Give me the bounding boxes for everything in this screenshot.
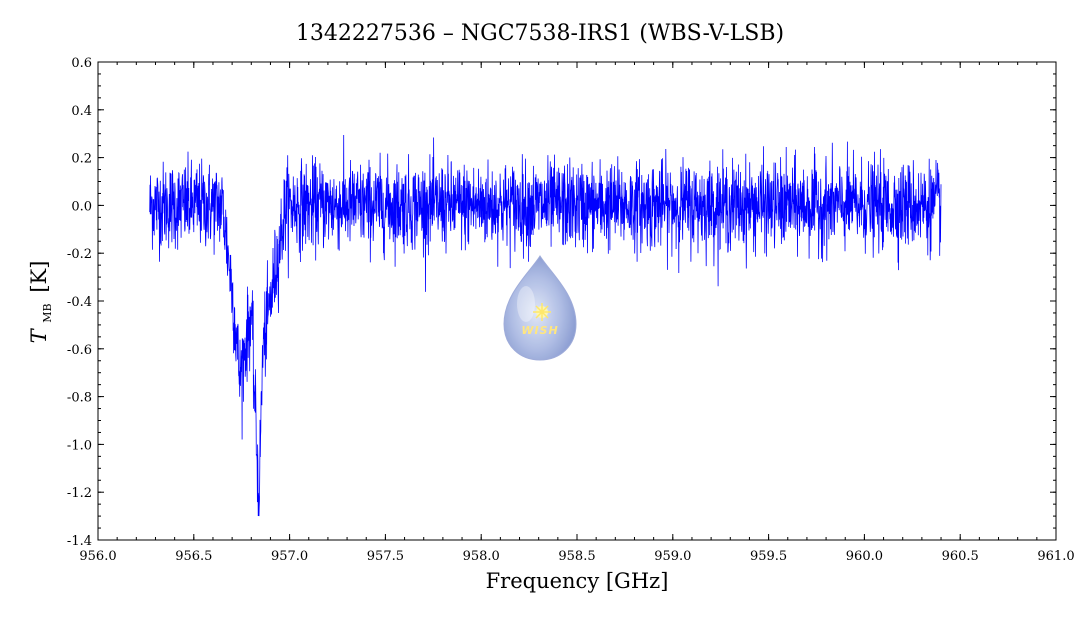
svg-text:T MB [K]: T MB [K] [27, 261, 56, 344]
y-tick-label: 0.6 [71, 56, 92, 71]
plot-frame [97, 61, 1057, 541]
x-tick-label: 957.0 [271, 549, 308, 564]
x-tick-label: 956.5 [175, 549, 212, 564]
x-tick-label: 960.5 [942, 549, 979, 564]
x-axis-label: Frequency [GHz] [486, 569, 669, 593]
y-tick-label: -0.8 [67, 391, 92, 406]
spectrum-series-line [149, 134, 942, 517]
y-tick-label: -0.2 [67, 247, 92, 262]
x-tick-label: 956.0 [79, 549, 116, 564]
y-tick-label: -0.4 [67, 295, 92, 310]
x-tick-label: 959.5 [750, 549, 787, 564]
y-axis-label-unit: [K] [27, 261, 51, 293]
x-tick-label: 960.0 [846, 549, 883, 564]
star-icon [533, 303, 551, 321]
x-tick-label: 961.0 [1037, 549, 1074, 564]
y-tick-label: -1.2 [67, 486, 92, 501]
y-tick-label: -0.6 [67, 343, 92, 358]
x-tick-label: 958.5 [558, 549, 595, 564]
y-tick-label: 0.2 [71, 152, 92, 167]
y-axis-label: T MB [K] [27, 261, 56, 344]
x-tick-label: 958.0 [463, 549, 500, 564]
plot-area: 956.0 956.5 957.0 957.5 958.0 958.5 959.0 959.5… [67, 56, 1075, 564]
axis-ticks: 956.0 956.5 957.0 957.5 958.0 958.5 959.0 959.5… [67, 56, 1075, 564]
y-tick-label: -1.4 [67, 534, 92, 549]
spectrum-line-layer [149, 134, 942, 517]
x-tick-label: 959.0 [654, 549, 691, 564]
y-tick-label: -1.0 [67, 438, 92, 453]
y-tick-label: 0.0 [71, 199, 92, 214]
drop-highlight [517, 286, 535, 322]
logo-text: WISH [521, 324, 558, 337]
x-tick-label: 957.5 [367, 549, 404, 564]
chart-title: 1342227536 – NGC7538-IRS1 (WBS-V-LSB) [296, 21, 784, 46]
y-tick-label: 0.4 [71, 104, 92, 119]
y-axis-label-subscript: MB [41, 303, 54, 322]
y-axis-label-symbol: T [27, 327, 51, 343]
wish-logo: WISH [503, 255, 577, 361]
